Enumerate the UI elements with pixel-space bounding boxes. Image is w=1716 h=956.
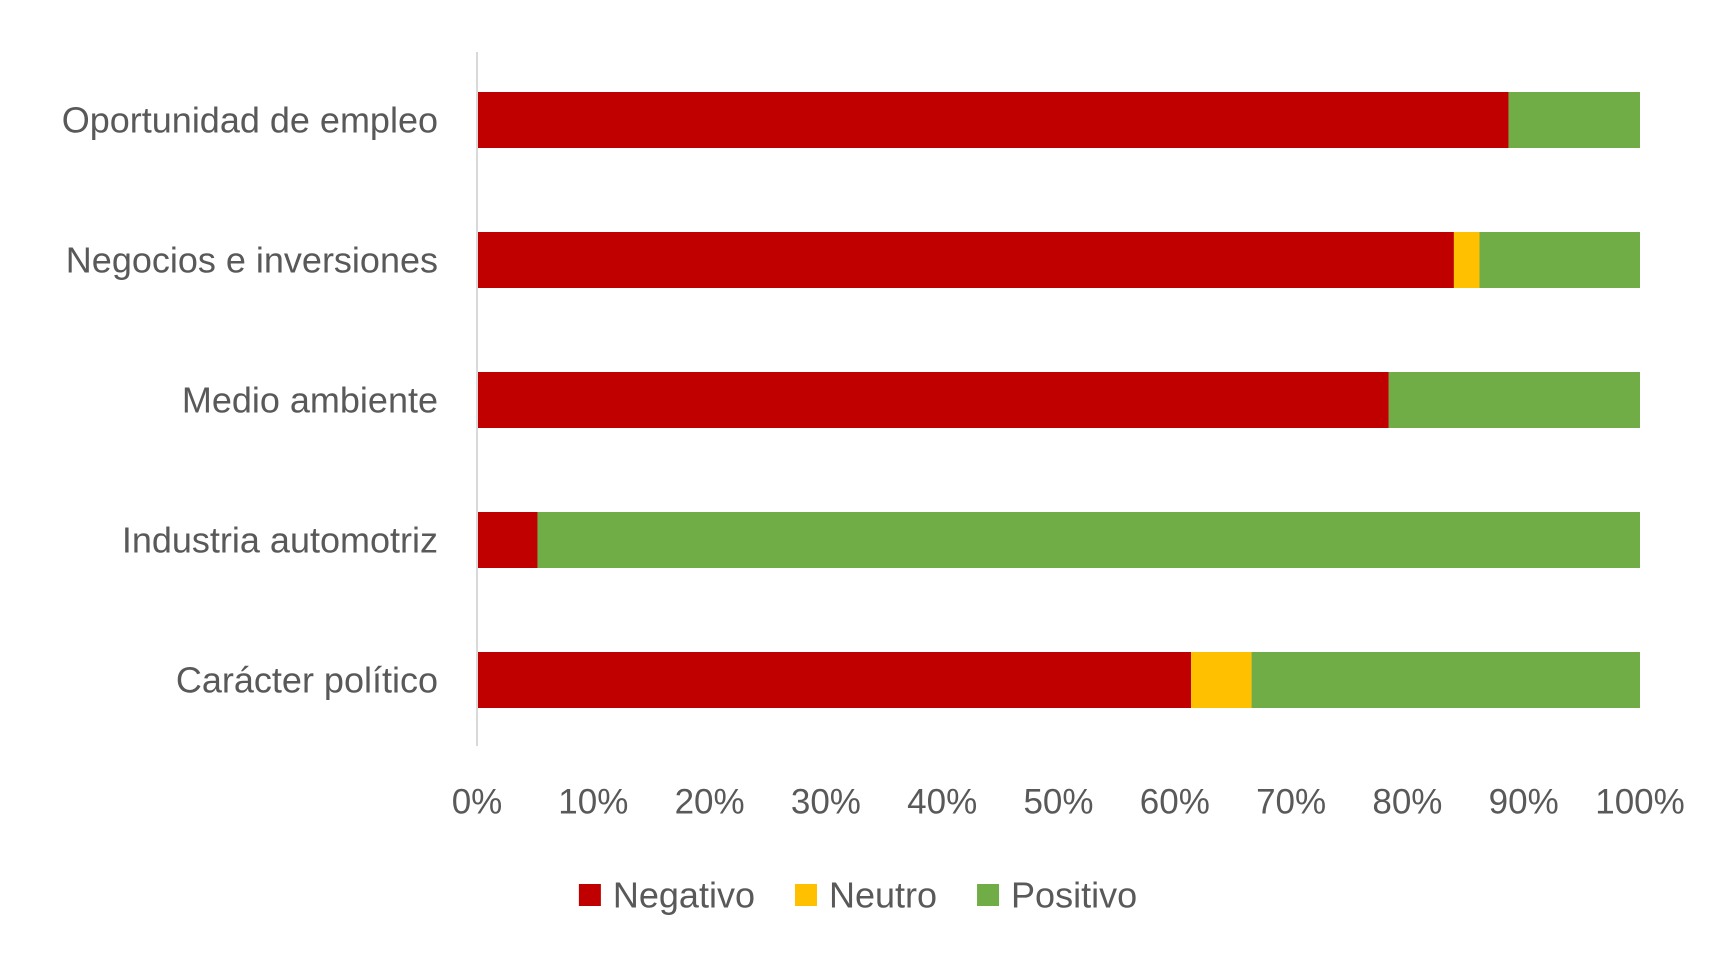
x-tick-label: 40%	[907, 783, 977, 822]
x-tick-label: 60%	[1140, 783, 1210, 822]
bar-segment-caracter-politico-neutro	[1191, 652, 1252, 708]
legend-item-positivo: Positivo	[977, 875, 1137, 916]
legend-swatch-positivo	[977, 884, 1000, 906]
bar-segment-oportunidad-de-empleo-positivo	[1508, 92, 1640, 148]
category-label-oportunidad-de-empleo: Oportunidad de empleo	[62, 100, 438, 141]
legend-label-positivo: Positivo	[1011, 875, 1137, 916]
x-tick-label: 20%	[675, 783, 745, 822]
category-label-medio-ambiente: Medio ambiente	[182, 380, 438, 421]
category-label-caracter-politico: Carácter político	[176, 660, 438, 701]
category-label-negocios-e-inversiones: Negocios e inversiones	[66, 240, 438, 281]
category-label-industria-automotriz: Industria automotriz	[122, 520, 438, 561]
x-tick-label: 90%	[1489, 783, 1559, 822]
bar-segment-oportunidad-de-empleo-negativo	[477, 92, 1509, 148]
bar-segment-caracter-politico-positivo	[1251, 652, 1640, 708]
category-labels: Oportunidad de empleo Negocios e inversio…	[62, 100, 438, 701]
legend-item-neutro: Neutro	[794, 875, 937, 916]
legend-label-neutro: Neutro	[829, 875, 937, 916]
bar-segment-negocios-e-inversiones-positivo	[1479, 232, 1640, 288]
bar-segment-negocios-e-inversiones-negativo	[477, 232, 1454, 288]
x-tick-label: 80%	[1372, 783, 1442, 822]
x-tick-label: 0%	[452, 783, 503, 822]
bar-segment-negocios-e-inversiones-neutro	[1453, 232, 1480, 288]
legend-label-negativo: Negativo	[613, 875, 755, 916]
x-tick-label: 70%	[1256, 783, 1326, 822]
bar-segment-medio-ambiente-negativo	[477, 372, 1389, 428]
x-tick-labels: 0% 10% 20% 30% 40% 50% 60% 70% 80% 90% 100%	[452, 783, 1685, 822]
legend-swatch-negativo	[578, 884, 601, 906]
legend: Negativo Neutro Positivo	[578, 875, 1137, 916]
x-tick-label: 10%	[558, 783, 628, 822]
x-tick-label: 30%	[791, 783, 861, 822]
x-tick-label: 50%	[1023, 783, 1093, 822]
bar-segment-industria-automotriz-positivo	[537, 512, 1640, 568]
legend-swatch-neutro	[794, 884, 817, 906]
bar-segment-caracter-politico-negativo	[477, 652, 1192, 708]
bars-layer	[477, 92, 1640, 708]
x-tick-label: 100%	[1595, 783, 1685, 822]
bar-segment-industria-automotriz-negativo	[477, 512, 538, 568]
bar-segment-medio-ambiente-positivo	[1388, 372, 1640, 428]
legend-item-negativo: Negativo	[578, 875, 755, 916]
